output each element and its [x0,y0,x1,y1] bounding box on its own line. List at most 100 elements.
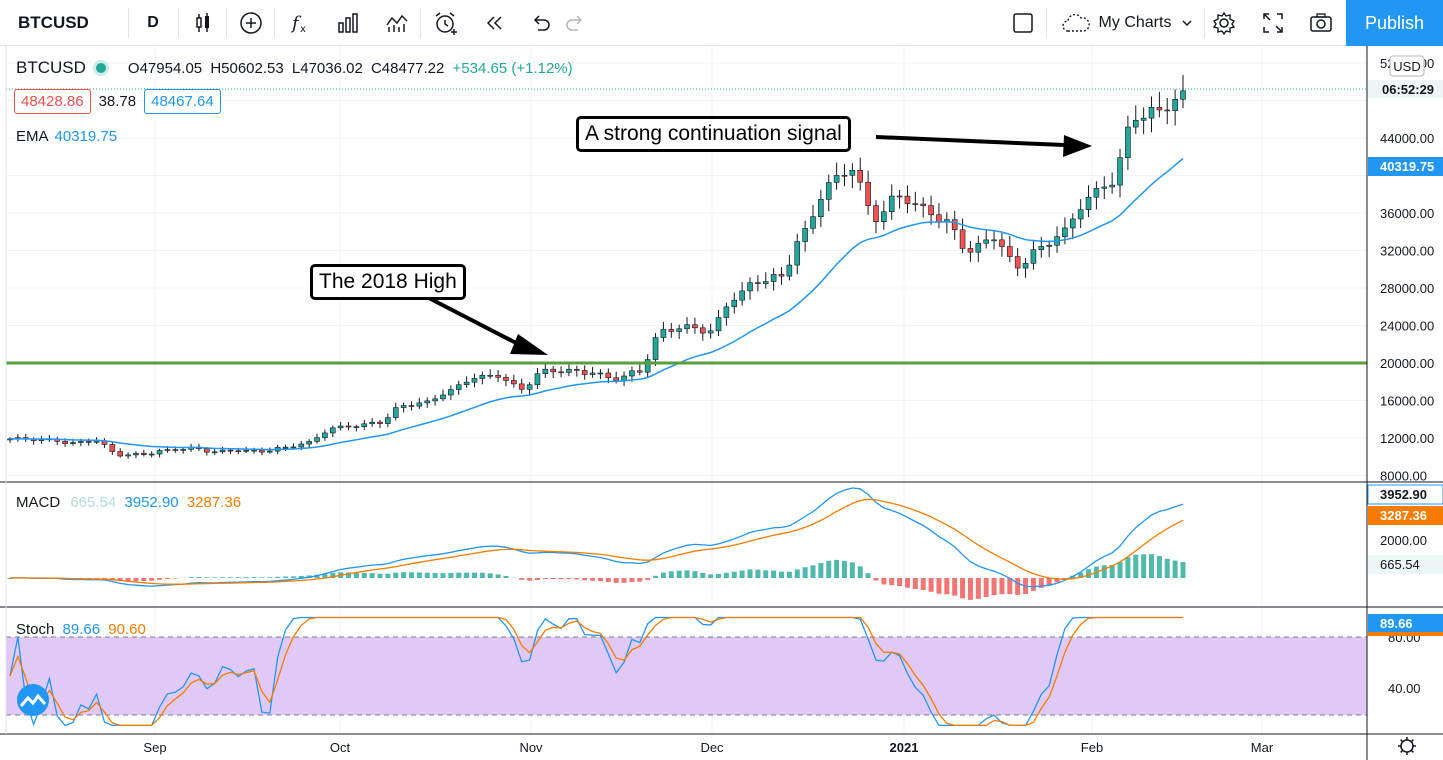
candle-body [463,381,470,386]
arrow-continuation[interactable] [875,135,1092,157]
macd-bar [841,560,847,578]
candle-body [172,449,179,451]
candle-body [322,432,328,438]
candle-body [1093,188,1100,198]
candle-body [904,195,911,204]
macd-line [9,487,1184,588]
candle-body [810,216,816,229]
alert-button[interactable] [426,0,466,46]
candle-body [873,205,879,222]
layout-button[interactable] [1003,0,1043,46]
candle-body [62,441,68,444]
undo-button[interactable] [521,0,561,46]
macd-bar [408,572,414,578]
candle-body [550,368,557,373]
tradingview-logo[interactable] [17,684,49,716]
macd-line-badge [1367,484,1443,505]
axis-settings-button[interactable] [1398,737,1416,755]
candle-body [235,450,242,453]
macd-bar [708,574,714,578]
price-axis[interactable]: 52000.0044000.0036000.0032000.0028000.00… [1380,56,1434,484]
macd-bar [125,578,131,582]
candle-body [778,274,785,277]
candle-body [156,450,163,455]
settings-button[interactable] [1204,0,1244,46]
callout-continuation[interactable]: A strong continuation signal [576,116,851,152]
macd-bar [826,560,832,578]
macd-bar [1078,572,1084,578]
market-status-icon[interactable] [95,63,106,73]
fullscreen-button[interactable] [1253,0,1293,46]
compare-button[interactable] [231,0,271,46]
replay-button[interactable] [475,0,515,46]
candle-body [896,195,903,198]
macd-line-value: 3952.90 [124,494,179,511]
macd-bar [1054,578,1060,583]
chart-canvas[interactable]: 52000.0044000.0036000.0032000.0028000.00… [0,46,1443,760]
macd-bar [1015,578,1021,595]
macd-bar [944,578,950,595]
date-tick: Sep [143,740,166,755]
candle-body [770,274,777,282]
buy-price-button[interactable]: 48467.64 [144,89,221,114]
macd-bar [1125,557,1131,578]
legend-change: +534.65 (+1.12%) [452,59,573,77]
candle-body [503,376,509,381]
sell-price-button[interactable]: 48428.86 [14,89,91,114]
macd-signal-badge [1368,506,1443,525]
legend-symbol[interactable]: BTCUSD [16,58,86,77]
candle-body [581,370,588,375]
symbol-search-button[interactable]: BTCUSD [0,0,128,46]
macd-bar [1180,561,1186,578]
date-tick: Oct [330,740,351,755]
publish-button[interactable]: Publish [1346,0,1443,46]
candle-body [597,372,604,375]
macd-bar [999,578,1005,595]
arrow-2018-high[interactable] [424,294,548,355]
time-axis[interactable]: Sep Oct Nov Dec 2021 Feb Mar [143,740,1273,755]
currency-badge[interactable] [1389,55,1425,77]
candle-body [912,203,919,205]
macd-legend[interactable]: MACD 665.54 3952.90 3287.36 [16,494,241,511]
macd-bar [975,578,981,599]
candle-body [211,451,218,454]
ema-legend[interactable]: EMA 40319.75 [16,128,117,145]
macd-bar [1141,554,1147,578]
macd-tick: 2000.00 [1380,533,1427,548]
interval-button[interactable]: D [130,0,176,46]
macd-bar [401,572,407,578]
macd-bar [1133,554,1139,578]
callout-2018-high[interactable]: The 2018 High [310,264,466,300]
candle-body [1125,126,1131,158]
my-charts-button[interactable]: My Charts [1052,0,1202,46]
macd-bar [590,578,596,581]
candle-body [1014,256,1021,269]
macd-bar [810,565,816,578]
stoch-legend[interactable]: Stoch 89.66 90.60 [16,621,146,638]
macd-bar [283,576,289,578]
macd-bar [416,572,422,578]
candle-body [353,426,360,428]
candle-body [85,441,92,443]
candle-style-button[interactable] [183,0,223,46]
snapshot-button[interactable] [1301,0,1341,46]
financials-button[interactable] [328,0,368,46]
macd-bar [700,572,706,578]
redo-button[interactable] [555,0,595,46]
macd-bar [653,575,659,578]
macd-bar [259,577,265,578]
macd-bar [117,578,123,581]
macd-bar [629,578,635,583]
stoch-d-badge-edge [1368,632,1443,636]
stoch-tick-40: 40.00 [1388,681,1421,696]
templates-button[interactable] [377,0,417,46]
macd-bar [771,570,777,578]
my-charts-label: My Charts [1098,14,1172,31]
macd-bar [101,578,107,579]
toolbar-divider [274,8,275,38]
macd-bar [448,572,454,578]
price-tick: 20000.00 [1380,356,1434,371]
